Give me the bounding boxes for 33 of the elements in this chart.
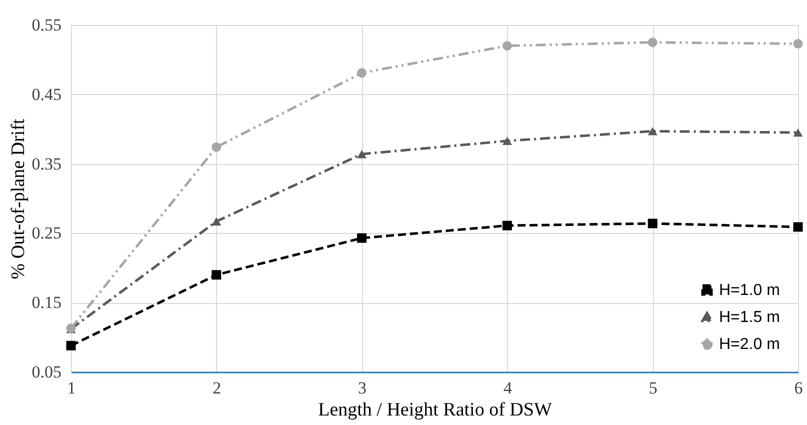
y-tick-label: 0.25 bbox=[32, 224, 62, 243]
point bbox=[66, 340, 76, 350]
point bbox=[793, 128, 803, 137]
point bbox=[502, 136, 512, 146]
point bbox=[502, 41, 512, 51]
x-tick-label: 6 bbox=[794, 378, 803, 398]
point bbox=[502, 220, 512, 230]
point bbox=[212, 142, 222, 152]
point bbox=[648, 218, 658, 228]
point bbox=[357, 68, 367, 78]
y-tick-label: 0.05 bbox=[32, 362, 62, 382]
x-axis-title: Length / Height Ratio of DSW bbox=[318, 400, 552, 420]
y-tick-label: 0.55 bbox=[32, 16, 62, 34]
legend-label: H=1.5 m bbox=[719, 309, 780, 326]
x-tick-label: 4 bbox=[503, 378, 512, 398]
y-axis-title: % Out-of-plane Drift bbox=[8, 118, 29, 280]
legend-label: H=1.0 m bbox=[719, 282, 780, 299]
point bbox=[212, 270, 222, 280]
x-tick-label: 3 bbox=[358, 378, 367, 398]
point bbox=[357, 150, 367, 158]
point bbox=[212, 217, 222, 226]
x-tick-label: 1 bbox=[67, 378, 76, 398]
y-tick-label: 0.35 bbox=[32, 154, 62, 174]
legend-label: H=2.0 m bbox=[719, 336, 780, 353]
point bbox=[648, 38, 658, 48]
point bbox=[357, 233, 367, 243]
point bbox=[793, 39, 803, 48]
point bbox=[793, 222, 803, 232]
x-tick-label: 5 bbox=[648, 378, 658, 398]
y-tick-label: 0.45 bbox=[32, 84, 62, 104]
x-tick-label: 2 bbox=[212, 378, 222, 398]
point bbox=[648, 127, 658, 136]
y-tick-label: 0.15 bbox=[32, 293, 62, 312]
